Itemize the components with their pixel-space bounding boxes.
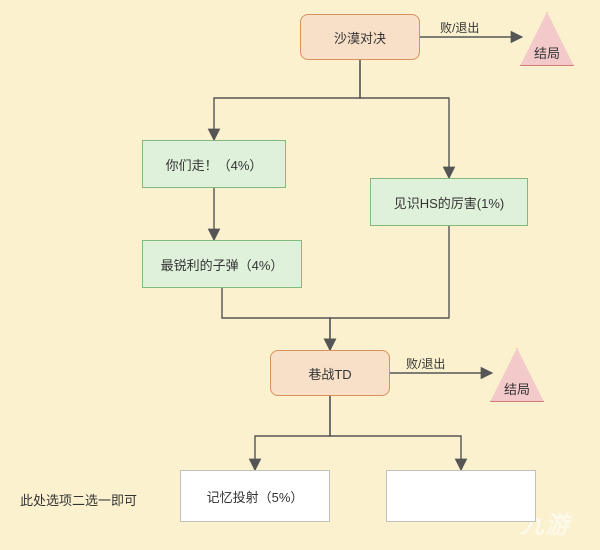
node-t1: 结局 — [520, 12, 574, 66]
node-t1-label: 结局 — [534, 43, 560, 62]
node-t2: 结局 — [490, 348, 544, 402]
edge-6 — [330, 396, 461, 470]
node-n2: 你们走！（4%） — [142, 140, 286, 188]
edge-8-label: 败/退出 — [406, 356, 445, 371]
node-n7 — [386, 470, 536, 522]
edge-4 — [330, 226, 449, 350]
edge-7-label: 败/退出 — [440, 20, 479, 35]
edge-0 — [214, 60, 360, 140]
edge-5 — [255, 396, 330, 470]
node-t2-label: 结局 — [504, 379, 530, 398]
footnote: 此处选项二选一即可 — [20, 490, 137, 509]
node-n1: 沙漠对决 — [300, 14, 420, 60]
node-n4: 最锐利的子弹（4%） — [142, 240, 302, 288]
node-n6: 记忆投射（5%） — [180, 470, 330, 522]
edge-3 — [222, 288, 330, 350]
node-n3: 见识HS的厉害(1%) — [370, 178, 528, 226]
node-n5: 巷战TD — [270, 350, 390, 396]
edge-1 — [360, 60, 449, 178]
flowchart-canvas: 败/退出败/退出 九游 沙漠对决结局你们走！（4%）见识HS的厉害(1%)最锐利… — [0, 0, 600, 550]
